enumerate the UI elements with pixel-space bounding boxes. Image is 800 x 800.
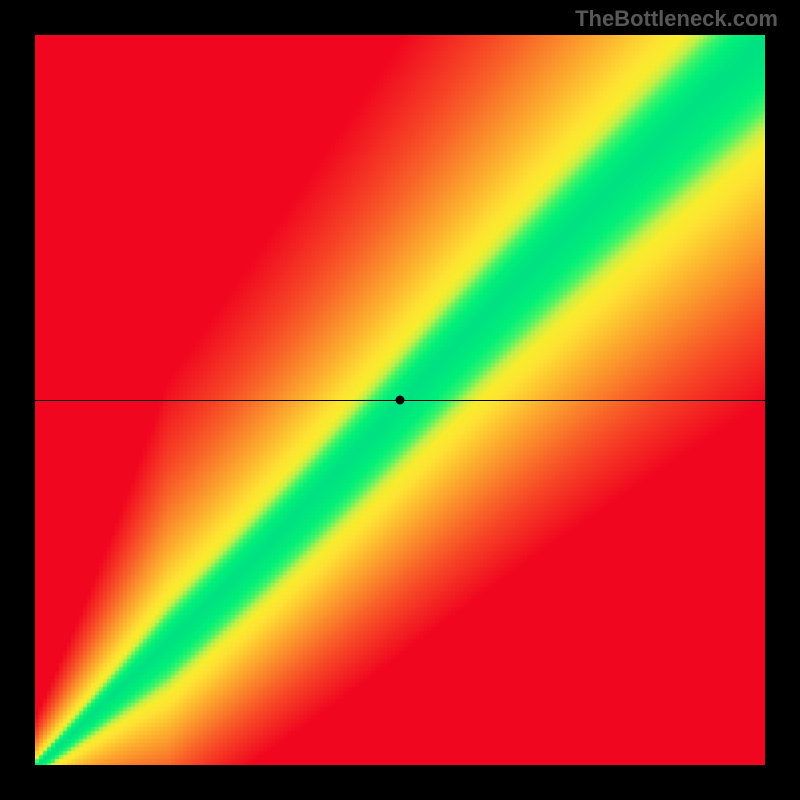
data-point-marker — [396, 396, 405, 405]
bottleneck-heatmap: TheBottleneck.com — [0, 0, 800, 800]
plot-area — [35, 35, 765, 765]
watermark-text: TheBottleneck.com — [575, 6, 778, 32]
crosshair-vertical — [400, 765, 401, 800]
